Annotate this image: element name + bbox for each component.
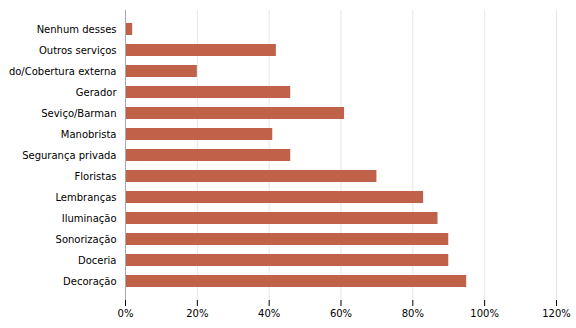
svg-text:do/Cobertura externa: do/Cobertura externa [9,66,117,77]
svg-text:Seviço/Barman: Seviço/Barman [41,108,116,119]
svg-text:20%: 20% [186,308,208,319]
svg-text:Segurança privada: Segurança privada [22,150,116,161]
svg-text:Sonorização: Sonorização [56,234,117,245]
svg-text:60%: 60% [330,308,352,319]
svg-text:100%: 100% [470,308,499,319]
svg-text:Lembranças: Lembranças [55,192,116,203]
svg-text:Decoração: Decoração [63,276,116,287]
svg-text:120%: 120% [542,308,571,319]
svg-text:Nenhum desses: Nenhum desses [37,24,117,35]
svg-text:Outros serviços: Outros serviços [39,45,117,56]
svg-text:Doceria: Doceria [78,255,117,266]
svg-text:80%: 80% [402,308,424,319]
svg-text:Floristas: Floristas [74,171,116,182]
svg-text:Gerador: Gerador [76,87,118,98]
svg-text:40%: 40% [258,308,280,319]
svg-text:Manobrista: Manobrista [61,129,117,140]
svg-text:Iluminação: Iluminação [62,213,117,224]
svg-text:0%: 0% [118,308,134,319]
